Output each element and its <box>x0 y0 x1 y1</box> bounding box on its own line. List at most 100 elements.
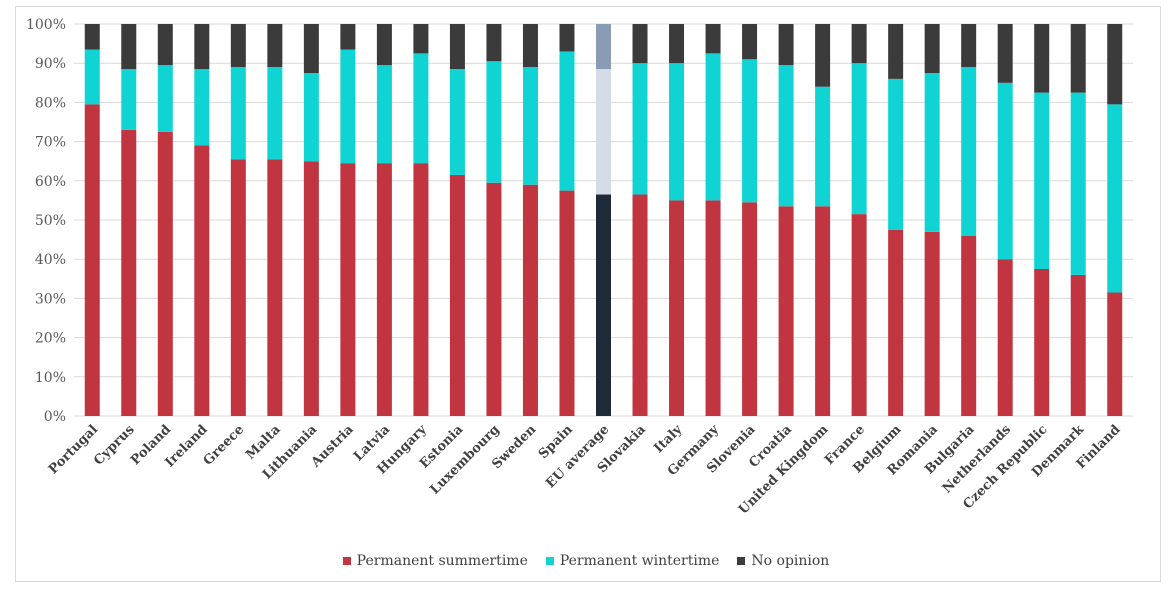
legend: Permanent summertime Permanent wintertime… <box>0 550 1172 572</box>
bar-segment-no-opinion <box>596 24 611 70</box>
bar-segment-summertime <box>888 229 904 416</box>
legend-swatch <box>737 557 746 565</box>
y-tick-label: 70% <box>35 135 66 151</box>
bar-segment-summertime <box>522 184 538 416</box>
bar-segment-wintertime <box>997 82 1013 260</box>
bar-segment-summertime <box>121 129 137 416</box>
bar-segment-wintertime <box>1034 92 1050 269</box>
bar-segment-wintertime <box>194 69 210 146</box>
bar-segment-no-opinion <box>121 24 137 70</box>
bar-segment-no-opinion <box>486 24 502 62</box>
bar-segment-summertime <box>486 182 502 416</box>
bar-segment-summertime <box>449 174 465 416</box>
bar-segment-no-opinion <box>340 24 356 50</box>
bar-segment-no-opinion <box>742 24 758 60</box>
y-tick-label: 30% <box>35 291 66 307</box>
bars <box>84 24 1123 417</box>
y-tick-label: 20% <box>35 331 66 347</box>
bar-segment-wintertime <box>596 69 611 195</box>
bar-segment-no-opinion <box>1107 24 1123 105</box>
bar-segment-no-opinion <box>267 24 283 68</box>
y-axis: 0% 10% 20% 30% 40% 50% 60% 70% 80% 90% 100% <box>26 17 66 425</box>
bar-segment-no-opinion <box>230 24 246 68</box>
bar-segment-summertime <box>632 194 648 416</box>
bar-segment-summertime <box>157 131 173 417</box>
y-tick-label: 10% <box>35 370 66 386</box>
bar-segment-no-opinion <box>157 24 173 66</box>
bar-segment-summertime <box>815 206 831 416</box>
bar-segment-no-opinion <box>449 24 465 70</box>
legend-item: Permanent summertime <box>342 553 528 569</box>
bar-segment-wintertime <box>303 73 319 162</box>
bar-segment-wintertime <box>157 65 173 132</box>
y-tick-label: 90% <box>35 56 66 72</box>
bar-segment-wintertime <box>1107 104 1123 293</box>
bar-segment-wintertime <box>340 49 356 164</box>
bar-segment-no-opinion <box>851 24 867 64</box>
bar-segment-summertime <box>1107 292 1123 416</box>
bar-segment-wintertime <box>632 63 648 195</box>
bar-segment-no-opinion <box>669 24 685 64</box>
y-tick-label: 80% <box>35 95 66 111</box>
bar-segment-no-opinion <box>778 24 794 66</box>
bar-segment-no-opinion <box>84 24 100 50</box>
x-tick-label: Cyprus <box>91 422 137 468</box>
bar-segment-summertime <box>961 235 977 416</box>
bar-segment-summertime <box>924 231 940 416</box>
bar-segment-wintertime <box>742 59 758 203</box>
bar-segment-no-opinion <box>522 24 538 68</box>
bar-segment-summertime <box>1034 269 1050 416</box>
legend-item: No opinion <box>737 553 829 569</box>
bar-segment-summertime <box>851 214 867 416</box>
x-tick-label: Portugal <box>46 422 101 477</box>
legend-swatch <box>545 557 554 565</box>
bar-segment-no-opinion <box>1070 24 1086 93</box>
bar-segment-wintertime <box>815 86 831 207</box>
bar-segment-wintertime <box>961 67 977 236</box>
bar-segment-no-opinion <box>961 24 977 68</box>
bar-segment-summertime <box>340 163 356 416</box>
bar-segment-no-opinion <box>1034 24 1050 93</box>
bar-segment-wintertime <box>559 51 575 191</box>
y-tick-label: 40% <box>35 252 66 268</box>
y-tick-label: 50% <box>35 213 66 229</box>
bar-segment-summertime <box>84 104 100 417</box>
bar-segment-summertime <box>230 159 246 417</box>
bar-segment-no-opinion <box>413 24 429 54</box>
legend-label: No opinion <box>751 553 830 569</box>
legend-label: Permanent summertime <box>356 553 528 569</box>
bar-segment-summertime <box>194 145 210 416</box>
bar-segment-wintertime <box>230 67 246 160</box>
bar-segment-no-opinion <box>194 24 210 70</box>
legend-item: Permanent wintertime <box>545 553 720 569</box>
bar-segment-wintertime <box>522 67 538 185</box>
legend-label: Permanent wintertime <box>559 553 720 569</box>
bar-segment-summertime <box>742 202 758 416</box>
bar-segment-summertime <box>413 163 429 416</box>
y-tick-label: 100% <box>26 17 66 33</box>
bar-segment-no-opinion <box>376 24 392 66</box>
bar-segment-summertime <box>596 194 611 416</box>
bar-segment-no-opinion <box>559 24 575 52</box>
bar-segment-wintertime <box>669 63 685 201</box>
bar-segment-no-opinion <box>303 24 319 73</box>
x-tick-label: Italy <box>651 422 685 456</box>
bar-segment-summertime <box>376 163 392 416</box>
bar-segment-wintertime <box>1070 92 1086 275</box>
bar-segment-wintertime <box>449 69 465 175</box>
bar-segment-wintertime <box>121 69 137 130</box>
bar-segment-wintertime <box>486 61 502 183</box>
x-tick-label: Greece <box>201 422 247 468</box>
bar-segment-wintertime <box>778 65 794 207</box>
bar-segment-wintertime <box>84 49 100 105</box>
bar-segment-summertime <box>1070 274 1086 416</box>
bar-segment-wintertime <box>705 53 721 201</box>
bar-segment-wintertime <box>376 65 392 164</box>
y-tick-label: 0% <box>44 409 66 425</box>
bar-segment-no-opinion <box>997 24 1013 83</box>
bar-segment-wintertime <box>888 78 904 230</box>
bar-segment-wintertime <box>267 67 283 160</box>
bar-segment-no-opinion <box>815 24 831 87</box>
y-tick-label: 60% <box>35 174 66 190</box>
